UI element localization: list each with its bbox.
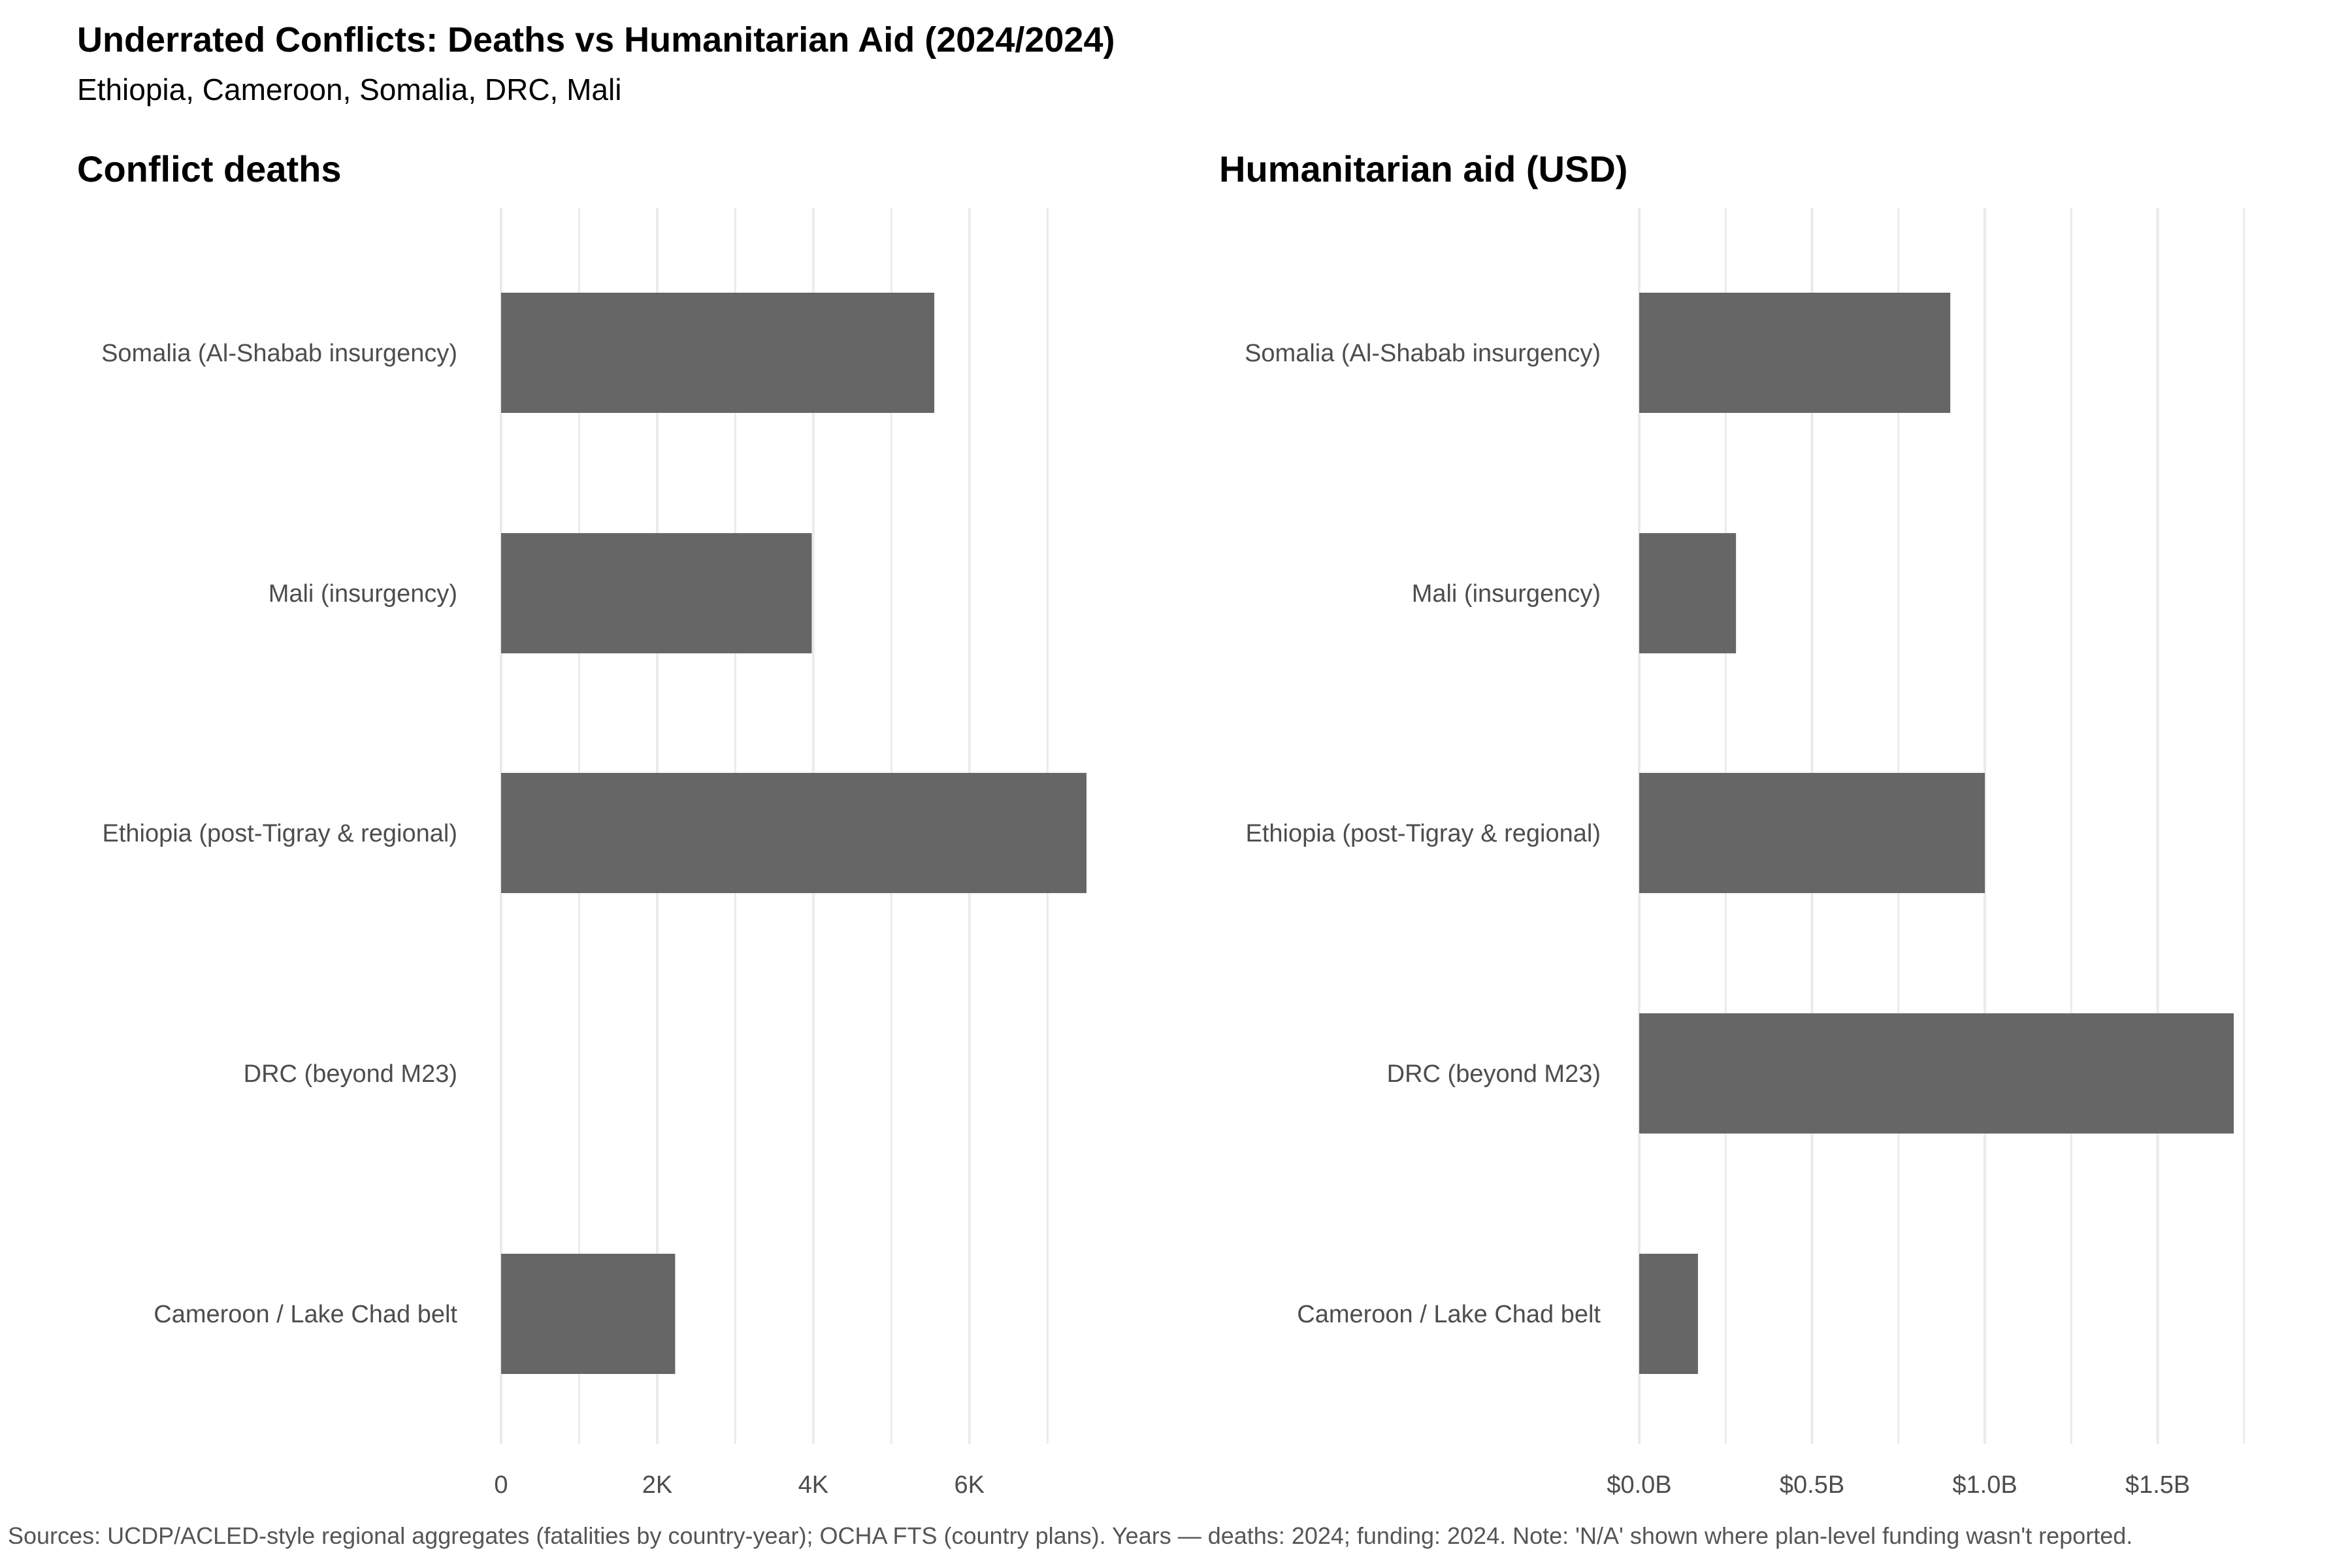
deaths-bar [501,533,812,653]
aid-bar [1639,533,1737,653]
deaths-panel-title: Conflict deaths [77,148,341,189]
aid-category-label: DRC (beyond M23) [1387,1060,1601,1088]
deaths-tick-label: 2K [642,1471,672,1499]
aid-panel-title: Humanitarian aid (USD) [1219,148,1627,189]
deaths-bar [501,773,1086,893]
aid-category-label: Ethiopia (post-Tigray & regional) [1245,820,1601,847]
deaths-category-label: DRC (beyond M23) [244,1060,457,1088]
aid-bar [1639,293,1951,413]
deaths-tick-label: 0 [494,1471,508,1499]
aid-tick-label: $1.5B [2125,1471,2190,1499]
source-caption: Sources: UCDP/ACLED-style regional aggre… [8,1522,2133,1549]
deaths-category-label: Somalia (Al-Shabab insurgency) [101,340,457,367]
aid-bar [1639,1013,2234,1134]
deaths-tick-label: 6K [955,1471,985,1499]
deaths-tick-label: 4K [798,1471,828,1499]
aid-tick-label: $0.0B [1607,1471,1671,1499]
aid-category-label: Cameroon / Lake Chad belt [1297,1301,1601,1328]
deaths-category-label: Cameroon / Lake Chad belt [154,1301,457,1328]
aid-category-label: Somalia (Al-Shabab insurgency) [1245,340,1601,367]
deaths-category-label: Mali (insurgency) [269,580,457,608]
aid-category-label: Mali (insurgency) [1412,580,1601,608]
aid-tick-label: $1.0B [1952,1471,2017,1499]
deaths-bar [501,1254,676,1374]
aid-tick-label: $0.5B [1780,1471,1844,1499]
deaths-category-label: Ethiopia (post-Tigray & regional) [102,820,457,847]
aid-bar [1639,773,1985,893]
deaths-bar [501,293,935,413]
aid-bar [1639,1254,1698,1374]
chart-title: Underrated Conflicts: Deaths vs Humanita… [77,20,1115,59]
chart-subtitle: Ethiopia, Cameroon, Somalia, DRC, Mali [77,73,622,106]
